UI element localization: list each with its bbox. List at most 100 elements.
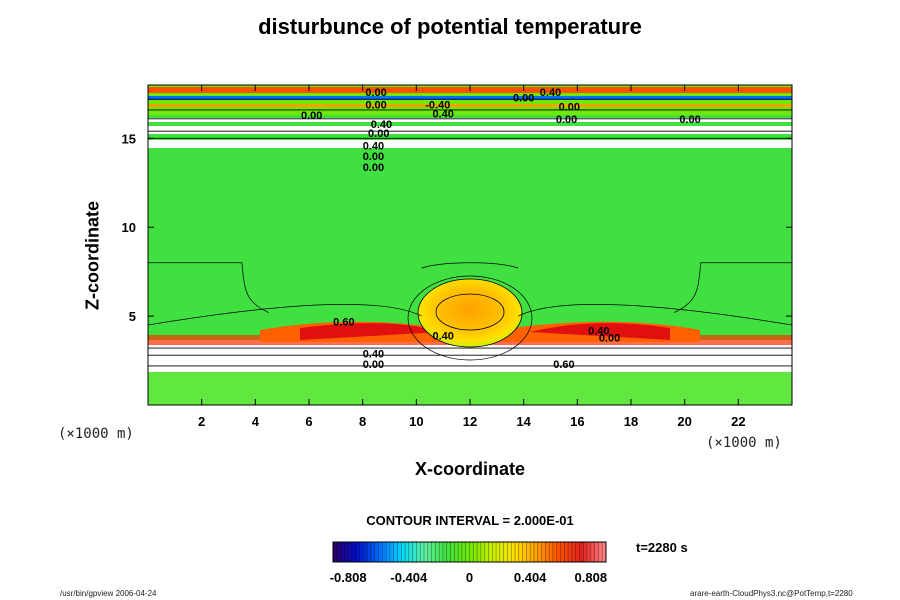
contour-label: 0.40 xyxy=(371,119,392,131)
contour-label: 0.00 xyxy=(556,114,577,126)
x-unit-left: (×1000 m) xyxy=(58,426,134,442)
colorbar-segment xyxy=(473,542,478,562)
y-axis: 5 10 15 xyxy=(122,131,792,324)
colorbar-segment xyxy=(450,542,455,562)
colorbar-segment xyxy=(579,542,584,562)
colorbar-segment xyxy=(465,542,470,562)
colorbar-segment xyxy=(477,542,482,562)
colorbar-segment xyxy=(556,542,561,562)
colorbar-segment xyxy=(393,542,398,562)
colorbar-segment xyxy=(351,542,357,562)
colorbar-tick-label: -0.808 xyxy=(329,570,367,585)
colorbar-segment xyxy=(571,542,576,562)
colorbar-segment xyxy=(454,542,459,562)
colorbar-segment xyxy=(359,542,364,562)
contour-label: 0.40 xyxy=(432,331,453,343)
colorbar-segment xyxy=(564,542,569,562)
colorbar-segment xyxy=(439,542,444,562)
colorbar-segment xyxy=(594,542,599,562)
x-axis-label: X-coordinate xyxy=(414,459,525,479)
colorbar xyxy=(332,541,607,563)
x-tick-label: 6 xyxy=(305,414,312,429)
colorbar-segment xyxy=(496,542,501,562)
contour-label: 0.00 xyxy=(679,114,700,126)
bubble-inner-contour xyxy=(435,293,505,331)
colorbar-segment xyxy=(587,542,592,562)
colorbar-segment xyxy=(389,542,394,562)
x-tick-label: 8 xyxy=(359,414,366,429)
colorbar-segment xyxy=(583,542,588,562)
colorbar-segment xyxy=(480,542,485,562)
upper-white-2 xyxy=(148,126,792,134)
colorbar-segment xyxy=(336,542,341,562)
colorbar-segment xyxy=(363,542,368,562)
y-tick-label: 15 xyxy=(122,131,136,146)
contour-label: 0.00 xyxy=(368,128,389,140)
x-tick-label: 16 xyxy=(570,414,584,429)
lower-hot-left xyxy=(300,323,440,340)
colorbar-segment xyxy=(575,542,580,562)
colorbar-segment xyxy=(333,542,338,562)
colorbar-tick-label: 0.808 xyxy=(574,570,608,585)
contour-line xyxy=(148,262,269,313)
contour-label: 0.00 xyxy=(599,332,620,344)
colorbar-segment xyxy=(370,542,376,562)
colorbar-segment xyxy=(526,542,531,562)
colorbar-segment xyxy=(420,542,425,562)
colorbar-segment xyxy=(515,542,520,562)
upper-white-1 xyxy=(148,118,792,122)
upper-band-blue xyxy=(148,96,792,100)
colorbar-segment xyxy=(560,542,565,562)
contour-line xyxy=(148,304,422,326)
colorbar-segment xyxy=(416,542,421,562)
contour-label: 0.60 xyxy=(333,316,354,328)
colorbar-segment xyxy=(530,542,535,562)
colorbar-segment xyxy=(435,542,440,562)
chart-title: disturbunce of potential temperature xyxy=(258,14,642,39)
contour-label: 0.00 xyxy=(363,151,384,163)
colorbar-segment xyxy=(355,542,360,562)
colorbar-segment xyxy=(442,542,448,562)
contour-label: 0.60 xyxy=(553,359,574,371)
colorbar-segment xyxy=(522,542,527,562)
colorbar-tick-label: -0.404 xyxy=(390,570,428,585)
contour-label: 0.00 xyxy=(363,162,384,174)
colorbar-segment xyxy=(533,542,539,562)
x-tick-label: 4 xyxy=(252,414,260,429)
contour-label: 0.00 xyxy=(559,101,580,113)
colorbar-segment xyxy=(499,542,504,562)
x-tick-label: 20 xyxy=(677,414,691,429)
time-label: t=2280 s xyxy=(636,540,688,555)
colorbar-segment xyxy=(397,542,402,562)
x-unit-right: (×1000 m) xyxy=(706,435,782,451)
colorbar-segment xyxy=(598,542,603,562)
contour-label: 0.00 xyxy=(301,110,322,122)
colorbar-segment xyxy=(568,542,573,562)
contour-line xyxy=(421,262,519,269)
colorbar-tick-label: 0.404 xyxy=(513,570,547,585)
x-tick-label: 14 xyxy=(516,414,531,429)
lower-hot-right xyxy=(530,323,670,340)
colorbar-segment xyxy=(401,542,406,562)
contour-field xyxy=(148,85,792,405)
footer-right: arare-earth-CloudPhys3.nc@PotTemp,t=2280 xyxy=(690,589,853,598)
colorbar-segment xyxy=(446,542,451,562)
colorbar-segment xyxy=(405,542,410,562)
contour-label: 0.00 xyxy=(365,100,386,112)
x-tick-label: 22 xyxy=(731,414,745,429)
contour-interval: CONTOUR INTERVAL = 2.000E-01 xyxy=(366,513,574,528)
y-tick-label: 10 xyxy=(122,220,136,235)
colorbar-segment xyxy=(484,542,489,562)
colorbar-segment xyxy=(541,542,546,562)
colorbar-segment xyxy=(431,542,436,562)
contour-label: 0.00 xyxy=(513,92,534,104)
colorbar-segment xyxy=(367,542,372,562)
contour-label: 0.40 xyxy=(540,87,561,99)
colorbar-segment xyxy=(492,542,497,562)
contour-label: 0.40 xyxy=(363,348,384,360)
contour-line xyxy=(518,304,792,326)
bubble-outer-contour xyxy=(407,275,533,361)
colorbar-segment xyxy=(507,542,512,562)
colorbar-segment xyxy=(424,542,429,562)
colorbar-segment xyxy=(503,542,508,562)
